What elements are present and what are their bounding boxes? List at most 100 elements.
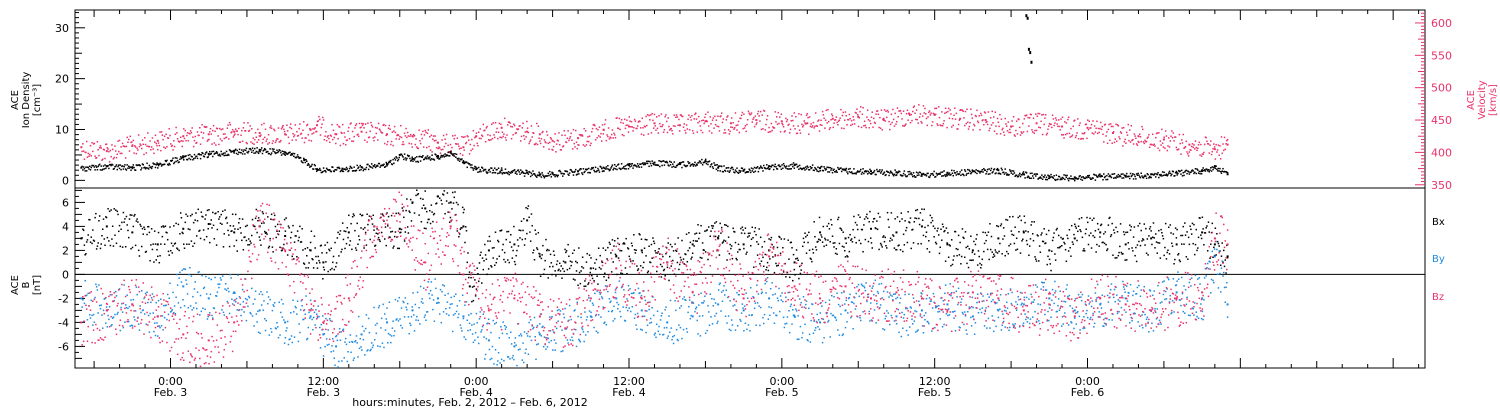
density-dot bbox=[754, 170, 757, 173]
density-dot bbox=[985, 173, 987, 175]
bx-dot bbox=[1158, 242, 1161, 244]
velocity-dot bbox=[1152, 144, 1155, 146]
density-dot bbox=[995, 172, 997, 174]
velocity-dot bbox=[698, 115, 700, 118]
bx-dot bbox=[225, 217, 227, 220]
velocity-dot bbox=[1025, 114, 1028, 116]
density-dot bbox=[681, 161, 684, 163]
velocity-dot bbox=[219, 138, 222, 140]
velocity-dot bbox=[283, 130, 286, 133]
density-dot bbox=[289, 154, 292, 156]
bx-dot bbox=[731, 257, 734, 260]
bx-dot bbox=[1047, 255, 1049, 258]
bx-dot bbox=[375, 232, 378, 235]
bx-dot bbox=[222, 246, 225, 248]
density-dot bbox=[278, 149, 281, 151]
velocity-dot bbox=[558, 143, 561, 146]
velocity-dot bbox=[418, 129, 420, 131]
bx-point bbox=[1124, 243, 1127, 246]
velocity-tick-label: 500 bbox=[1431, 82, 1452, 95]
density-dot bbox=[876, 170, 879, 173]
bx-dot bbox=[981, 258, 984, 261]
density-dot bbox=[784, 166, 786, 168]
velocity-dot bbox=[678, 130, 681, 132]
density-dot bbox=[142, 163, 144, 166]
bx-dot bbox=[202, 216, 204, 218]
bx-dot bbox=[1070, 255, 1072, 257]
velocity-dot bbox=[769, 131, 771, 133]
density-dot bbox=[913, 175, 916, 177]
density-dot bbox=[552, 174, 555, 176]
bx-dot bbox=[745, 253, 747, 255]
velocity-dot bbox=[877, 113, 880, 116]
bx-dot bbox=[1058, 246, 1061, 249]
density-dot bbox=[753, 166, 756, 169]
velocity-dot bbox=[786, 119, 789, 121]
bx-dot bbox=[1065, 260, 1068, 263]
bx-dot bbox=[704, 230, 706, 232]
bx-dot bbox=[125, 215, 128, 218]
bx-dot bbox=[265, 231, 268, 234]
velocity-dot bbox=[1138, 133, 1141, 135]
velocity-dot bbox=[1060, 118, 1062, 120]
velocity-dot bbox=[380, 130, 382, 133]
density-dot bbox=[380, 164, 382, 167]
density-dot bbox=[205, 151, 208, 153]
bx-dot bbox=[477, 273, 479, 275]
velocity-dot bbox=[1082, 137, 1084, 140]
bx-dot bbox=[905, 226, 908, 229]
density-dot bbox=[253, 152, 255, 154]
velocity-dot bbox=[852, 115, 854, 118]
density-dot bbox=[962, 173, 964, 176]
velocity-dot bbox=[664, 116, 666, 118]
bx-dot bbox=[1008, 245, 1010, 247]
velocity-dot bbox=[775, 121, 777, 123]
velocity-dot bbox=[659, 125, 662, 128]
density-dot bbox=[211, 150, 213, 153]
bx-dot bbox=[145, 250, 148, 253]
velocity-dot bbox=[331, 123, 333, 126]
bx-dot bbox=[727, 236, 730, 238]
density-dot bbox=[262, 150, 264, 152]
velocity-dot bbox=[332, 129, 335, 132]
density-dot bbox=[715, 168, 718, 171]
bx-dot bbox=[487, 240, 489, 242]
density-dot bbox=[746, 171, 749, 173]
bx-dot bbox=[577, 284, 579, 287]
velocity-dot bbox=[818, 119, 820, 121]
density-dot bbox=[1038, 177, 1040, 180]
velocity-dot bbox=[621, 134, 624, 136]
density-dot bbox=[462, 160, 465, 162]
velocity-dot bbox=[844, 111, 847, 113]
velocity-dot bbox=[526, 120, 528, 123]
velocity-dot bbox=[1093, 133, 1095, 135]
velocity-dot bbox=[1158, 132, 1160, 134]
bx-dot bbox=[468, 276, 470, 279]
density-dot bbox=[116, 168, 119, 171]
bx-dot bbox=[610, 271, 613, 273]
velocity-dot bbox=[1012, 125, 1014, 127]
bx-dot bbox=[200, 211, 203, 213]
density-dot bbox=[1182, 171, 1185, 174]
density-dot bbox=[127, 167, 129, 169]
density-dot bbox=[908, 170, 911, 173]
density-dot bbox=[1193, 172, 1195, 175]
bx-point bbox=[322, 261, 325, 264]
velocity-dot bbox=[1123, 140, 1126, 143]
density-point bbox=[462, 161, 465, 164]
density-dot bbox=[276, 149, 278, 152]
velocity-dot bbox=[453, 137, 456, 140]
velocity-dot bbox=[694, 112, 697, 114]
density-dot bbox=[236, 149, 238, 152]
bx-dot bbox=[219, 222, 222, 225]
x-tick-time: 0:00 bbox=[158, 375, 183, 388]
bx-dot bbox=[199, 237, 202, 240]
bx-dot bbox=[851, 241, 854, 243]
density-dot bbox=[738, 169, 741, 172]
bx-dot bbox=[116, 210, 119, 213]
density-dot bbox=[156, 162, 158, 164]
density-dot bbox=[818, 167, 821, 169]
velocity-dot bbox=[1174, 136, 1176, 138]
bx-dot bbox=[109, 244, 112, 247]
velocity-dot bbox=[400, 124, 402, 127]
